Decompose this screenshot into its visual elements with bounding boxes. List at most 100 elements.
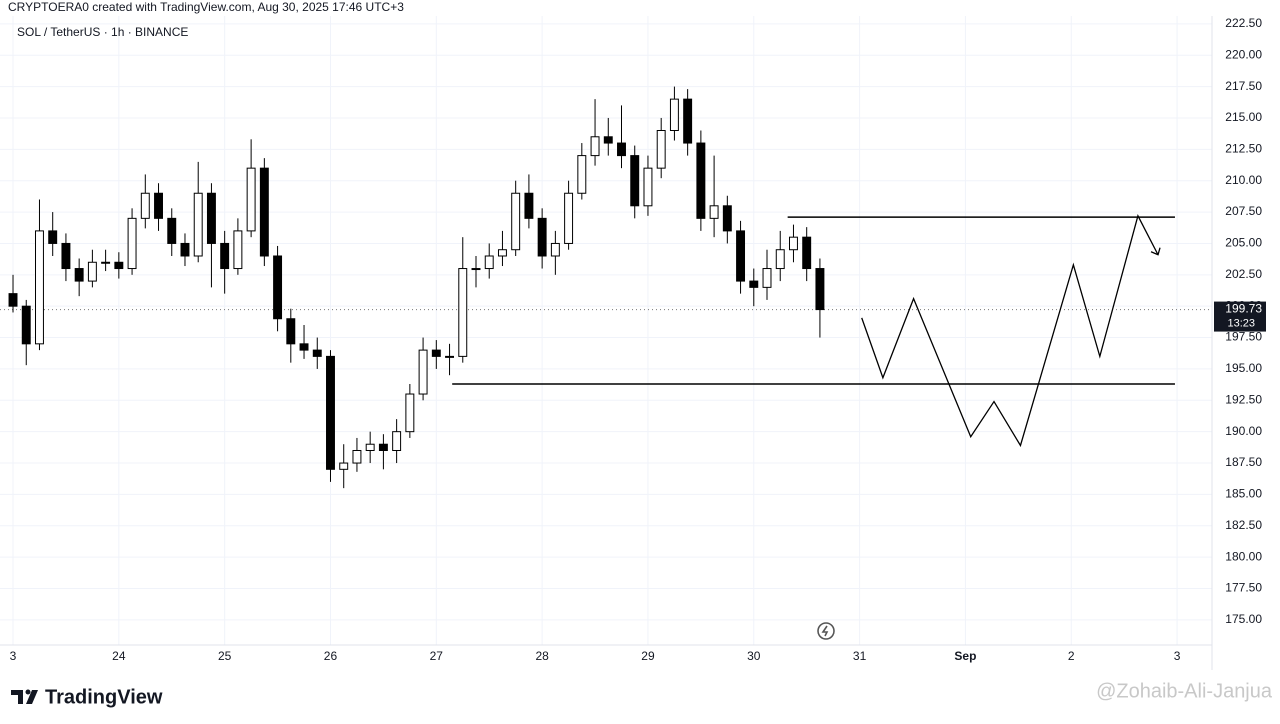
candle-body	[312, 349, 322, 357]
x-tick-label: 26	[324, 649, 338, 663]
candle-body	[577, 155, 587, 194]
candle-body	[630, 155, 640, 207]
candle-body	[180, 242, 190, 257]
y-tick-label: 212.50	[1225, 142, 1262, 156]
candle-body	[326, 355, 335, 470]
candle-body	[669, 98, 679, 132]
candle-body	[590, 136, 600, 157]
y-tick-label: 210.00	[1225, 173, 1262, 187]
candle-body	[643, 167, 653, 207]
projection-arrowhead	[1150, 247, 1161, 256]
candle-body	[802, 236, 812, 270]
candle-body	[788, 236, 798, 251]
candle-body	[445, 355, 455, 358]
candle-body	[709, 205, 719, 219]
logo-text: TradingView	[45, 686, 163, 708]
credit: CRYPTOERA0 created with TradingView.com,…	[8, 0, 404, 14]
y-tick-label: 182.50	[1225, 518, 1262, 532]
plot	[0, 16, 1212, 645]
y-tick-label: 202.50	[1225, 267, 1262, 281]
x-tick-label: 3	[10, 649, 17, 663]
y-tick-label: 187.50	[1225, 455, 1262, 469]
candle-body	[656, 130, 666, 169]
candle-body	[220, 242, 230, 270]
x-tick-label: 24	[112, 649, 126, 663]
candle-body	[603, 136, 613, 144]
y-tick-label: 220.00	[1225, 47, 1262, 61]
x-tick-label: 28	[535, 649, 549, 663]
y-tick-label: 222.50	[1225, 16, 1262, 30]
candle-body	[511, 192, 521, 251]
candle-body	[114, 261, 124, 270]
price-label: 199.73	[1225, 302, 1262, 316]
candle-body	[696, 142, 706, 219]
y-tick-label: 207.50	[1225, 204, 1262, 218]
candle-body	[127, 217, 137, 270]
candle-body	[101, 261, 111, 264]
candle-body	[21, 305, 31, 345]
candle-body	[736, 230, 746, 282]
candle-body	[48, 230, 58, 244]
candle-body	[140, 192, 150, 219]
candle-body	[524, 192, 534, 219]
candle-body	[35, 230, 44, 345]
candle-body	[762, 268, 772, 288]
candle-body	[564, 192, 574, 244]
x-tick-label: 25	[218, 649, 232, 663]
candle-body	[193, 192, 203, 257]
candle-body	[431, 349, 441, 357]
y-tick-label: 177.50	[1225, 581, 1262, 595]
candle-body	[206, 192, 216, 244]
y-tick-label: 205.00	[1225, 236, 1262, 250]
price-label-box	[1214, 301, 1266, 332]
candle-body	[484, 255, 494, 270]
candle-body	[392, 431, 402, 451]
y-tick-label: 175.00	[1225, 612, 1262, 626]
x-tick-label: Sep	[954, 649, 976, 663]
y-tick-label: 197.50	[1225, 330, 1262, 344]
y-tick-label: 217.50	[1225, 79, 1262, 93]
candle-body	[154, 192, 163, 219]
x-tick-label: 2	[1068, 649, 1075, 663]
candle-body	[471, 268, 481, 271]
symbol: SOL / TetherUS · 1h · BINANCE	[17, 25, 188, 39]
y-tick-label: 180.00	[1225, 549, 1262, 563]
candle-body	[273, 255, 283, 320]
x-tick-label: 31	[853, 649, 867, 663]
candle-body	[246, 167, 256, 232]
candle-body	[497, 249, 507, 257]
candle-body	[286, 318, 296, 345]
countdown: 13:23	[1227, 317, 1255, 329]
y-tick-label: 185.00	[1225, 487, 1262, 501]
watermark: @Zohaib-Ali-Janjua	[1096, 680, 1273, 702]
candle-body	[458, 268, 468, 357]
candle-body	[74, 268, 84, 282]
candle-body	[61, 242, 71, 270]
candle-body	[722, 205, 732, 232]
replay-icon	[817, 622, 835, 640]
candle-body	[617, 142, 626, 157]
projection-path	[861, 214, 1159, 448]
candle-body	[683, 98, 693, 144]
candle-body	[87, 261, 97, 282]
logo: TradingView	[11, 686, 163, 708]
candle-body	[352, 449, 362, 464]
candle-body	[167, 217, 177, 244]
candle-body	[815, 268, 825, 311]
candle-body	[550, 242, 560, 257]
candle-body	[259, 167, 269, 257]
candle-body	[299, 343, 309, 351]
candle-body	[749, 280, 759, 288]
y-tick-label: 215.00	[1225, 110, 1262, 124]
candle-body	[365, 443, 375, 451]
candle-body	[418, 349, 428, 395]
x-tick-label: 29	[641, 649, 655, 663]
y-tick-label: 192.50	[1225, 392, 1262, 406]
candle-body	[8, 293, 18, 307]
candle-body	[405, 393, 415, 433]
x-tick-label: 30	[747, 649, 761, 663]
x-tick-label: 27	[430, 649, 444, 663]
candle-body	[378, 443, 388, 451]
y-tick-label: 190.00	[1225, 424, 1262, 438]
